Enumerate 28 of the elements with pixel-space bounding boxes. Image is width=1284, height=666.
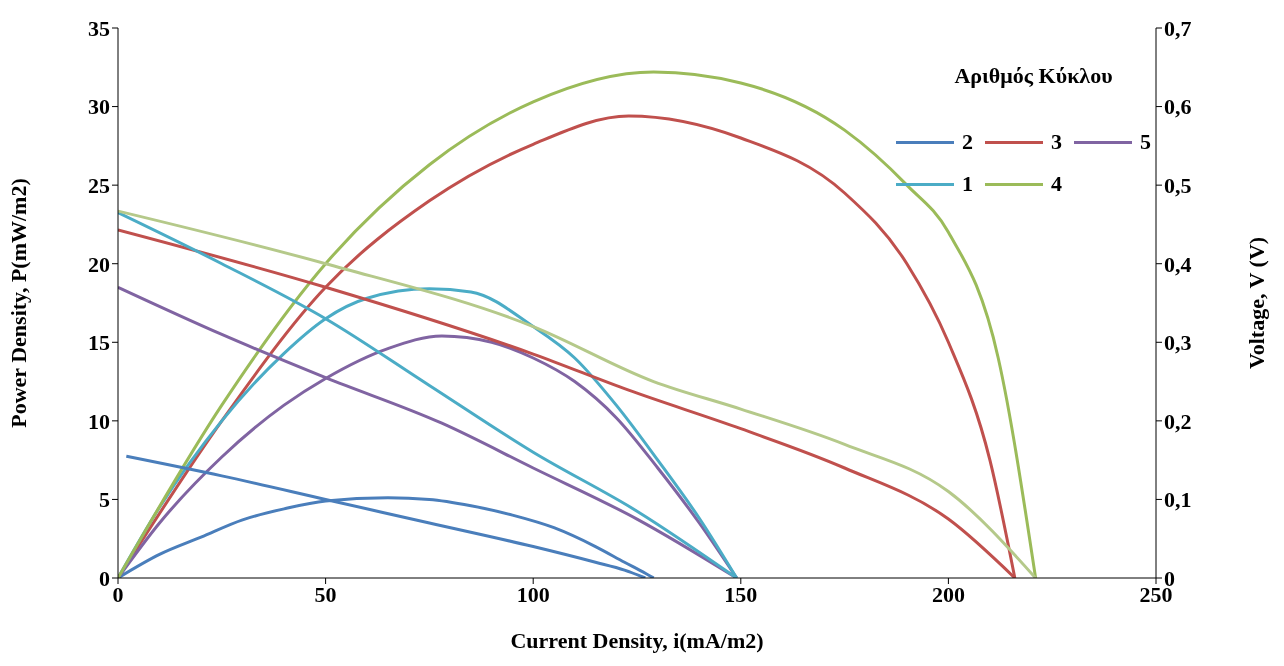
x-tick-label: 150 bbox=[724, 581, 758, 607]
y-tick-label: 10 bbox=[88, 408, 110, 434]
x-axis-title: Current Density, i(mA/m2) bbox=[510, 628, 764, 653]
legend-title: Αριθμός Κύκλου bbox=[953, 63, 1114, 89]
y-tick-label: 25 bbox=[88, 172, 110, 198]
y2-tick-label: 0,6 bbox=[1164, 94, 1192, 120]
y-tick-label: 15 bbox=[88, 330, 110, 356]
legend-label: 4 bbox=[1051, 171, 1062, 197]
y2-axis-title: Voltage, V (V) bbox=[1243, 236, 1269, 370]
y2-tick-label: 0,7 bbox=[1164, 15, 1192, 41]
y2-tick-label: 0,3 bbox=[1164, 330, 1192, 356]
x-tick-label: 50 bbox=[314, 581, 337, 607]
x-tick-label: 100 bbox=[516, 581, 550, 607]
y2-tick-label: 0,5 bbox=[1164, 172, 1192, 198]
y2-tick-label: 0,4 bbox=[1164, 251, 1192, 277]
legend-label: 1 bbox=[962, 171, 973, 197]
y2-tick-label: 0,2 bbox=[1164, 408, 1192, 434]
y-tick-label: 5 bbox=[99, 487, 110, 513]
y2-tick-label: 0,1 bbox=[1164, 487, 1192, 513]
y-tick-label: 20 bbox=[88, 251, 110, 277]
y-tick-label: 30 bbox=[88, 94, 110, 120]
y-tick-label: 35 bbox=[88, 15, 110, 41]
x-tick-label: 200 bbox=[931, 581, 965, 607]
legend-label: 2 bbox=[962, 129, 973, 155]
y-axis-title: Power Density, P(mW/m2) bbox=[5, 178, 31, 428]
y-tick-label: 0 bbox=[99, 565, 110, 591]
legend-label: 5 bbox=[1140, 129, 1151, 155]
legend-label: 3 bbox=[1051, 129, 1062, 155]
